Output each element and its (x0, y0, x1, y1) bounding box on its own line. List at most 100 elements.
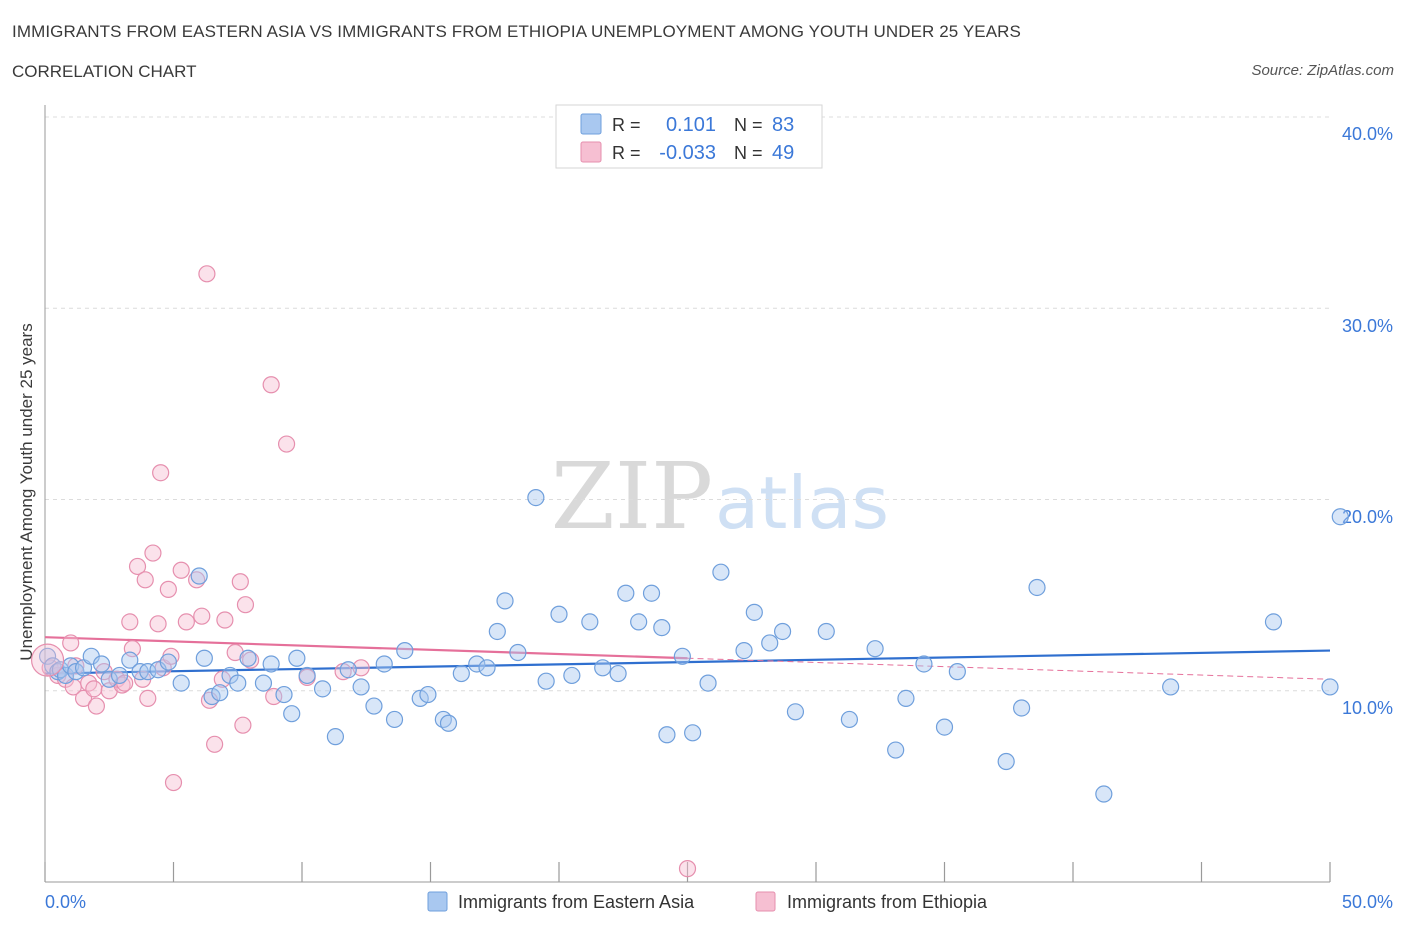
series-legend: Immigrants from Eastern Asia Immigrants … (427, 891, 988, 912)
eastern-asia-point-47 (496, 592, 514, 610)
ethiopia-point-21 (144, 544, 162, 562)
eastern-asia-point-21 (211, 684, 229, 702)
y-tick-label-20: 20.0% (1342, 507, 1393, 527)
eastern-asia-point-46 (488, 622, 506, 641)
ethiopia-point-31 (193, 607, 211, 625)
eastern-asia-point-58 (642, 584, 661, 602)
y-axis-title: Unemployment Among Youth under 25 years (17, 323, 36, 660)
eastern-asia-point-16 (159, 653, 177, 671)
ethiopia-point-9 (87, 697, 106, 715)
legend-label-ethiopia: Immigrants from Ethiopia (787, 892, 988, 912)
ethiopia-point-42 (262, 376, 280, 394)
ethiopia-point-32 (198, 265, 216, 283)
ethiopia-points (41, 265, 697, 878)
stats-n-label-pink: N = (734, 143, 763, 163)
eastern-asia-point-4 (56, 666, 75, 685)
eastern-asia-point-48 (509, 643, 527, 662)
eastern-asia-point-74 (897, 689, 915, 708)
eastern-asia-point-14 (139, 663, 157, 681)
stats-n-value-blue: 83 (772, 114, 794, 136)
legend-swatch-ethiopia (755, 891, 776, 912)
ethiopia-point-43 (265, 687, 283, 706)
stats-legend: R = 0.101 N = 83 R = -0.033 N = 49 (555, 104, 823, 169)
eastern-asia-point-71 (840, 710, 859, 729)
eastern-asia-point-79 (1012, 699, 1031, 717)
eastern-asia-point-85 (1331, 508, 1349, 526)
eastern-asia-point-38 (396, 641, 414, 660)
stats-n-label-blue: N = (734, 115, 763, 135)
ethiopia-point-36 (216, 611, 234, 629)
ethiopia-point-27 (164, 773, 183, 792)
eastern-asia-point-82 (1162, 678, 1180, 696)
eastern-asia-point-51 (550, 605, 568, 623)
eastern-asia-point-43 (452, 664, 470, 683)
eastern-asia-point-20 (203, 687, 221, 706)
eastern-asia-point-70 (817, 622, 835, 641)
ethiopia-point-25 (159, 580, 177, 598)
eastern-asia-point-83 (1264, 613, 1283, 631)
watermark-atlas: atlas (715, 461, 889, 545)
eastern-asia-point-72 (866, 640, 884, 658)
eastern-asia-point-73 (887, 741, 905, 759)
eastern-asia-point-27 (275, 685, 293, 704)
eastern-asia-point-49 (527, 488, 545, 507)
eastern-asia-point-40 (419, 685, 437, 704)
eastern-asia-point-45 (478, 659, 496, 677)
watermark: ZIP atlas (551, 443, 889, 550)
eastern-asia-point-31 (313, 680, 332, 698)
eastern-asia-point-62 (684, 724, 702, 742)
ethiopia-point-47 (352, 659, 370, 677)
stats-n-value-pink: 49 (772, 142, 794, 164)
eastern-asia-point-44 (468, 655, 486, 673)
eastern-asia-point-60 (658, 726, 676, 744)
eastern-asia-point-23 (229, 674, 247, 692)
ethiopia-point-17 (128, 557, 147, 576)
ethiopia-point-3 (62, 634, 80, 652)
ethiopia-point-40 (236, 596, 255, 614)
eastern-asia-point-81 (1095, 785, 1113, 803)
eastern-asia-point-80 (1028, 578, 1046, 597)
ethiopia-point-19 (136, 571, 154, 589)
trend-line-ethiopia (44, 636, 688, 660)
ethiopia-point-48 (678, 860, 697, 878)
legend-label-eastern-asia: Immigrants from Eastern Asia (458, 892, 695, 912)
trend-line-ethiopia-extension (687, 657, 1331, 680)
ethiopia-point-44 (277, 435, 296, 453)
ethiopia-point-29 (177, 613, 195, 631)
eastern-asia-point-6 (67, 663, 85, 681)
eastern-asia-point-35 (365, 697, 383, 715)
x-tick-label-max: 50.0% (1342, 892, 1393, 912)
eastern-asia-point-18 (190, 567, 208, 585)
eastern-asia-point-34 (352, 678, 370, 696)
eastern-asia-point-53 (581, 613, 599, 631)
ethiopia-point-28 (172, 561, 190, 579)
ethiopia-point-23 (152, 464, 170, 482)
eastern-asia-point-9 (92, 655, 111, 673)
ethiopia-point-38 (231, 573, 249, 591)
legend-swatch-eastern-asia (427, 891, 448, 912)
eastern-asia-point-65 (735, 641, 753, 660)
eastern-asia-point-55 (609, 664, 627, 683)
ethiopia-point-41 (242, 651, 260, 669)
eastern-asia-point-30 (298, 666, 316, 685)
eastern-asia-point-67 (761, 634, 779, 652)
eastern-asia-point-57 (630, 613, 648, 631)
eastern-asia-point-77 (948, 663, 966, 681)
eastern-asia-point-54 (594, 659, 612, 677)
eastern-asia-point-28 (283, 705, 301, 723)
eastern-asia-point-56 (617, 584, 635, 602)
eastern-asia-point-33 (339, 661, 357, 679)
eastern-asia-point-11 (110, 666, 129, 685)
ethiopia-point-20 (139, 689, 157, 708)
y-tick-label-40: 40.0% (1342, 124, 1393, 144)
eastern-asia-point-42 (439, 714, 458, 732)
eastern-asia-point-78 (997, 752, 1015, 771)
eastern-asia-point-25 (254, 674, 273, 692)
eastern-asia-point-12 (121, 651, 139, 669)
chart-subtitle: CORRELATION CHART (12, 62, 197, 81)
ethiopia-point-15 (121, 613, 139, 631)
source-label: Source: ZipAtlas.com (1251, 62, 1394, 79)
eastern-asia-point-69 (786, 703, 805, 721)
eastern-asia-point-61 (673, 647, 691, 665)
